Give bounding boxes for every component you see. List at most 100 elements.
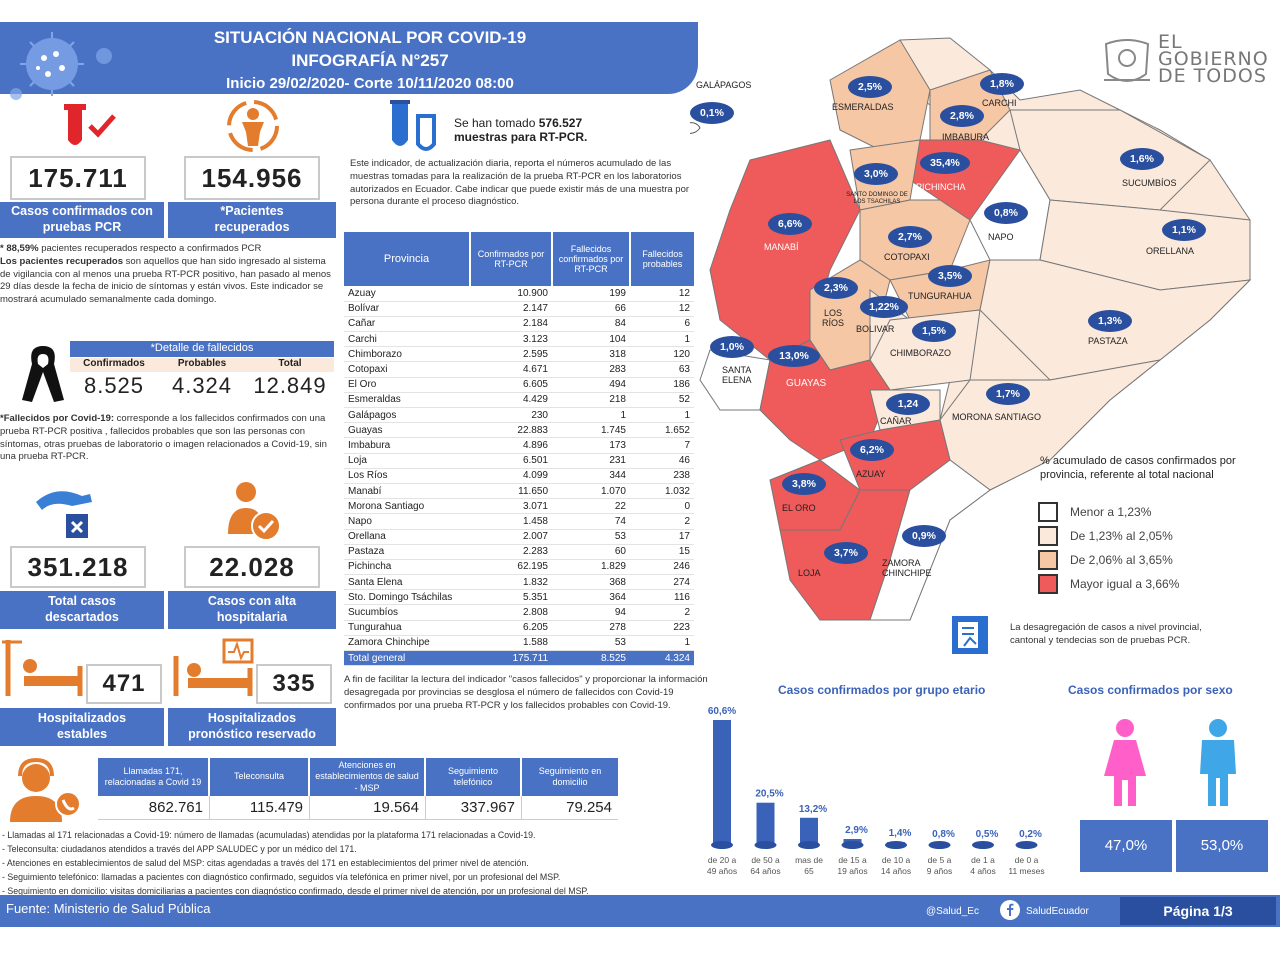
age-bar-base [798,841,820,849]
hosp-stable-label: Hospitalizados estables [0,708,164,746]
facebook-handle[interactable]: SaludEcuador [1026,906,1089,917]
pct-tag-orellana: 1,1% [1162,219,1206,241]
province-name-pichincha: PICHINCHA [916,182,966,192]
legend-label-low: Menor a 1,23% [1070,505,1152,519]
province-name: Orellana [344,529,470,545]
recovered-def-text: son aquellos que han sido ingresado al s… [0,255,331,306]
age-category-label: de 10 a [882,855,911,865]
table-cell: 94 [552,604,630,621]
deaths-total: 12.849 [253,373,327,398]
province-name: Bolívar [344,301,470,317]
table-cell: 2.808 [470,604,552,621]
province-name-loja: LOJA [798,568,821,578]
province-name: Manabí [344,483,470,500]
age-category-label: de 5 a [928,855,952,865]
age-category-label: de 0 a [1015,855,1039,865]
table-cell: 22 [552,498,630,515]
table-row: Tungurahua 6.205 278 223 [344,620,694,636]
table-row: Morona Santiago 3.071 22 0 [344,498,694,515]
age-category-label: 19 años [837,866,867,876]
table-cell: 364 [552,589,630,606]
province-name: Sto. Domingo Tsáchilas [344,589,470,606]
legend-item: De 1,23% al 2,05% [1038,524,1179,548]
hospital-bed-icon [2,640,83,696]
province-name: Chimborazo [344,346,470,363]
table-cell: 246 [630,559,694,576]
age-category-label: 64 años [750,866,780,876]
samples-summary: Se han tomado 576.527 muestras para RT-P… [454,116,634,144]
province-name: Esmeraldas [344,392,470,409]
calls-header-seg-domicilio: Seguimiento en domicilio [522,758,618,796]
facebook-icon[interactable] [1000,900,1020,920]
report-period: Inicio 29/02/2020- Corte 10/11/2020 08:0… [226,75,514,92]
table-row: Cotopaxi 4.671 283 63 [344,361,694,378]
table-cell: 1 [552,407,630,424]
age-category-label: 65 [804,866,814,876]
deaths-values: 8.525 4.324 12.849 [70,373,334,403]
table-cell: 3.071 [470,498,552,515]
province-name-el-oro: EL ORO [782,503,816,513]
pct-tag-manabi: 6,6% [768,213,812,235]
table-cell: 494 [552,377,630,393]
table-cell: 116 [630,589,694,606]
province-name-esmeraldas: ESMERALDAS [832,102,894,112]
table-cell: 2.595 [470,346,552,363]
province-name-chimborazo: CHIMBORAZO [890,348,952,358]
pct-tag-pichincha: 35,4% [920,152,970,174]
table-cell: 1.829 [552,559,630,576]
pct-tag-pastaza: 1,3% [1088,310,1132,332]
province-name: Zamora Chinchipe [344,635,470,652]
table-cell: 274 [630,574,694,591]
pct-tag-santo-domingo: 3,0% [854,163,898,185]
province-name: Pichincha [344,559,470,576]
calls-values-row: 862.761 115.479 19.564 337.967 79.254 [98,796,618,820]
legend-item: Mayor igual a 3,66% [1038,572,1179,596]
table-row: Carchi 3.123 104 1 [344,331,694,348]
province-name: Guayas [344,422,470,439]
pct-tag-morona: 1,7% [986,383,1030,405]
calls-header-atenciones: Atenciones en establecimientos de salud … [310,758,426,796]
twitter-handle[interactable]: @Salud_Ec [926,906,979,917]
pct-tag-el-oro: 3,8% [782,473,826,495]
age-bar-label: 0,2% [1019,829,1042,840]
age-category-label: de 15 a [838,855,867,865]
legend-label-high: Mayor igual a 3,66% [1070,577,1180,591]
province-name-santo-domingo: SANTO DOMINGO DE LOS TSACHILAS [846,192,908,205]
table-cell: 230 [470,407,552,424]
table-footnote: A fin de facilitar la lectura del indica… [344,674,708,711]
recovered-person-icon [227,100,279,152]
age-bar [756,802,775,845]
deaths-confirmed: 8.525 [83,373,145,398]
table-row: Guayas 22.883 1.745 1.652 [344,422,694,439]
logo-text: EL GOBIERNO DE TODOS [1158,33,1269,87]
test-tube-icon [64,104,116,145]
logo-line-3: DE TODOS [1158,65,1267,87]
page-number-box [1120,897,1276,925]
calls-note: - Seguimiento en domicilio: visitas domi… [2,886,589,896]
province-name: Morona Santiago [344,498,470,515]
province-name: Carchi [344,331,470,348]
col-header-confirmed: Confirmados por RT-PCR [470,232,553,286]
recovered-note: * 88,59% pacientes recuperados respecto … [0,243,334,307]
call-center-agent-icon [10,757,81,822]
table-cell: 10.900 [470,286,552,302]
age-category-label: mas de [795,855,823,865]
confirmed-label: Casos confirmados con pruebas PCR [0,202,164,238]
province-name-morona: MORONA SANTIAGO [952,412,1042,422]
table-cell: 1 [630,407,694,424]
province-name: Los Ríos [344,468,470,484]
pct-tag-galapagos: 0,1% [690,102,734,124]
table-cell: 2.184 [470,316,552,333]
table-cell: 4.671 [470,361,552,378]
hosp-stable-count: 471 [86,664,162,704]
table-cell: 283 [552,361,630,378]
age-bar-label: 1,4% [889,828,912,839]
age-bar-label: 0,8% [932,829,955,840]
province-name: Cañar [344,316,470,333]
pct-tag-canar: 1,24 [886,393,930,415]
calls-value-seg-telefonico: 337.967 [426,796,522,819]
total-label: Total general [344,650,470,667]
province-name: El Oro [344,377,470,393]
calls-note: - Llamadas al 171 relacionadas a Covid-1… [2,830,536,840]
table-row: Manabí 11.650 1.070 1.032 [344,483,694,500]
